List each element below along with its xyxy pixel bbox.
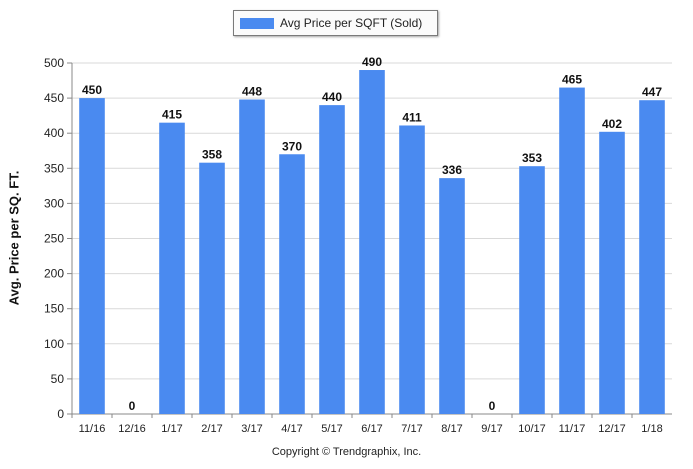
x-tick-label: 10/17 — [518, 423, 546, 435]
x-tick-label: 3/17 — [241, 423, 262, 435]
x-tick-label: 1/17 — [161, 423, 182, 435]
chart-legend: Avg Price per SQFT (Sold) — [233, 10, 438, 36]
bar — [319, 105, 345, 415]
x-tick-label: 2/17 — [201, 423, 222, 435]
bar — [279, 154, 305, 414]
data-label: 415 — [162, 108, 182, 122]
data-label: 465 — [562, 73, 582, 87]
bar — [79, 98, 105, 414]
x-tick-label: 11/17 — [559, 423, 586, 435]
bar — [559, 87, 585, 414]
data-label: 0 — [489, 399, 496, 413]
data-label: 411 — [402, 110, 422, 124]
bar — [599, 131, 625, 414]
bar — [159, 122, 185, 415]
x-tick-label: 8/17 — [441, 423, 462, 435]
y-tick-label: 450 — [44, 91, 64, 105]
bar — [399, 125, 425, 414]
data-label: 370 — [282, 139, 302, 153]
legend-swatch — [240, 17, 274, 29]
legend-label: Avg Price per SQFT (Sold) — [280, 16, 423, 30]
y-tick-label: 150 — [44, 302, 64, 316]
x-tick-label: 5/17 — [321, 423, 342, 435]
data-label: 440 — [322, 90, 342, 104]
x-tick-label: 6/17 — [361, 423, 382, 435]
y-tick-label: 300 — [44, 196, 64, 210]
x-tick-label: 12/17 — [598, 423, 626, 435]
x-tick-label: 11/16 — [79, 423, 106, 435]
data-label: 336 — [442, 163, 462, 177]
x-tick-label: 7/17 — [401, 423, 422, 435]
data-label: 450 — [82, 83, 102, 97]
copyright-footer: Copyright © Trendgraphix, Inc. — [271, 446, 422, 458]
y-tick-label: 50 — [51, 372, 65, 386]
y-tick-label: 100 — [44, 337, 64, 351]
y-tick-label: 350 — [44, 161, 64, 175]
data-label: 358 — [202, 148, 222, 162]
bar — [359, 70, 385, 415]
bar — [239, 99, 265, 414]
y-tick-label: 500 — [44, 56, 64, 70]
data-label: 448 — [242, 85, 262, 99]
data-label: 402 — [602, 117, 622, 131]
data-label: 490 — [362, 55, 382, 69]
bar — [199, 162, 225, 414]
bar — [439, 178, 465, 414]
bar — [519, 166, 545, 414]
data-label: 353 — [522, 151, 542, 165]
x-tick-label: 1/18 — [641, 423, 662, 435]
y-tick-label: 250 — [44, 232, 64, 246]
bar — [639, 100, 665, 415]
data-label: 447 — [642, 85, 662, 99]
x-tick-label: 12/16 — [118, 423, 146, 435]
y-tick-label: 400 — [44, 126, 64, 140]
x-tick-label: 9/17 — [481, 423, 502, 435]
x-tick-label: 4/17 — [281, 423, 302, 435]
y-tick-label: 0 — [57, 407, 64, 421]
data-label: 0 — [129, 399, 136, 413]
y-tick-label: 200 — [44, 267, 64, 281]
